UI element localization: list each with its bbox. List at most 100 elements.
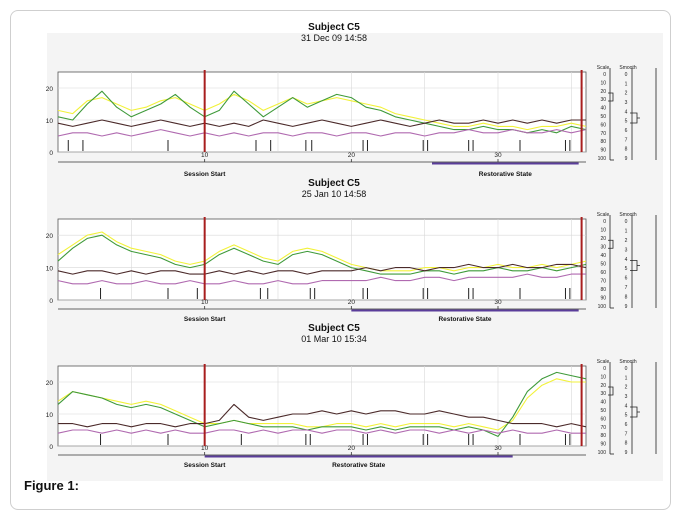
scale-tick-label: 20	[600, 89, 606, 95]
x-tick-label: 30	[494, 152, 502, 159]
smooth-tick-label: 9	[625, 450, 628, 456]
smooth-tick-label: 8	[625, 295, 628, 301]
smooth-tick-label: 4	[625, 403, 628, 409]
scale-tick-label: 90	[600, 442, 606, 448]
smooth-tick-label: 1	[625, 81, 628, 87]
scale-tick-label: 70	[600, 279, 606, 285]
smooth-tick-label: 4	[625, 109, 628, 115]
scale-tick-label: 60	[600, 416, 606, 422]
smooth-selector	[630, 260, 640, 271]
smooth-tick-label: 3	[625, 100, 628, 106]
scale-selector	[608, 386, 614, 396]
smooth-tick-label: 8	[625, 441, 628, 447]
scale-tick-label: 50	[600, 408, 606, 414]
x-tick-label: 30	[494, 445, 502, 452]
smooth-label: Smooth	[619, 65, 636, 71]
scale-tick-label: 30	[600, 391, 606, 397]
x-tick-label: 20	[348, 445, 356, 452]
y-tick-label: 0	[49, 150, 53, 157]
smooth-tick-label: 3	[625, 247, 628, 253]
smooth-tick-label: 5	[625, 266, 628, 272]
scale-tick-label: 50	[600, 114, 606, 120]
scale-tick-label: 90	[600, 296, 606, 302]
figure-caption: Figure 1:	[24, 478, 79, 493]
plot-box	[57, 218, 587, 301]
scale-label: Scale	[597, 359, 610, 365]
scale-tick-label: 40	[600, 253, 606, 259]
chart-title: Subject C5	[308, 22, 360, 33]
series-line-dark	[57, 119, 586, 127]
smooth-tick-label: 1	[625, 228, 628, 234]
smooth-tick-label: 3	[625, 394, 628, 400]
smooth-tick-label: 0	[625, 366, 628, 372]
scale-tick-label: 40	[600, 106, 606, 112]
smooth-tick-label: 5	[625, 119, 628, 125]
scale-tick-label: 70	[600, 131, 606, 137]
plot-box	[57, 71, 587, 153]
restorative-state-label: Restorative State	[438, 316, 491, 323]
x-tick-label: 10	[201, 445, 209, 452]
chart-title: Subject C5	[308, 178, 360, 189]
scale-tick-label: 60	[600, 270, 606, 276]
chart-title: Subject C5	[308, 323, 360, 334]
smooth-tick-label: 2	[625, 238, 628, 244]
x-tick-label: 10	[201, 299, 209, 306]
smooth-tick-label: 9	[625, 304, 628, 310]
scale-tick-label: 60	[600, 122, 606, 128]
scale-tick-label: 20	[600, 383, 606, 389]
smooth-tick-label: 9	[625, 156, 628, 162]
session-start-label: Session Start	[184, 171, 226, 178]
y-tick-label: 0	[49, 298, 53, 305]
smooth-selector	[630, 112, 640, 124]
scale-tick-label: 20	[600, 236, 606, 242]
smooth-tick-label: 8	[625, 147, 628, 153]
scale-selector	[608, 239, 614, 249]
scale-tick-label: 40	[600, 400, 606, 406]
y-tick-label: 10	[46, 412, 54, 419]
scale-tick-label: 30	[600, 245, 606, 251]
scale-tick-label: 0	[603, 366, 606, 372]
smooth-tick-label: 5	[625, 413, 628, 419]
chart-subtitle: 31 Dec 09 14:58	[301, 33, 367, 43]
smooth-tick-label: 6	[625, 276, 628, 282]
smooth-label: Smooth	[619, 359, 636, 365]
y-tick-label: 10	[46, 266, 54, 273]
series-line-green	[57, 371, 587, 437]
series-line-dark	[57, 263, 587, 275]
smooth-tick-label: 6	[625, 128, 628, 134]
series-line-purple	[57, 429, 586, 434]
x-tick-label: 20	[348, 299, 356, 306]
session-start-label: Session Start	[184, 462, 226, 469]
y-tick-label: 20	[46, 233, 54, 240]
smooth-tick-label: 2	[625, 91, 628, 97]
scale-tick-label: 10	[600, 374, 606, 380]
scale-tick-label: 10	[600, 80, 606, 86]
scale-tick-label: 100	[598, 450, 607, 456]
smooth-tick-label: 7	[625, 285, 628, 291]
series-line-purple	[57, 129, 587, 137]
chart-subtitle: 25 Jan 10 14:58	[302, 189, 367, 199]
smooth-tick-label: 0	[625, 219, 628, 225]
side-scale-panel: Scale Smooth01020304050607080901000123456…	[597, 65, 657, 162]
scale-tick-label: 30	[600, 97, 606, 103]
y-tick-label: 0	[49, 444, 53, 451]
session-start-label: Session Start	[184, 316, 226, 323]
smooth-tick-label: 7	[625, 137, 628, 143]
scale-tick-label: 0	[603, 219, 606, 225]
restorative-state-label: Restorative State	[332, 462, 385, 469]
smooth-tick-label: 2	[625, 385, 628, 391]
smooth-tick-label: 6	[625, 422, 628, 428]
x-tick-label: 20	[348, 152, 356, 159]
chart-subtitle: 01 Mar 10 15:34	[301, 334, 367, 344]
scale-label: Scale	[597, 65, 610, 71]
scale-tick-label: 80	[600, 433, 606, 439]
scale-tick-label: 100	[598, 304, 607, 310]
scale-tick-label: 80	[600, 139, 606, 145]
restorative-state-label: Restorative State	[479, 171, 532, 178]
smooth-label: Smooth	[619, 212, 636, 218]
scale-tick-label: 90	[600, 148, 606, 154]
